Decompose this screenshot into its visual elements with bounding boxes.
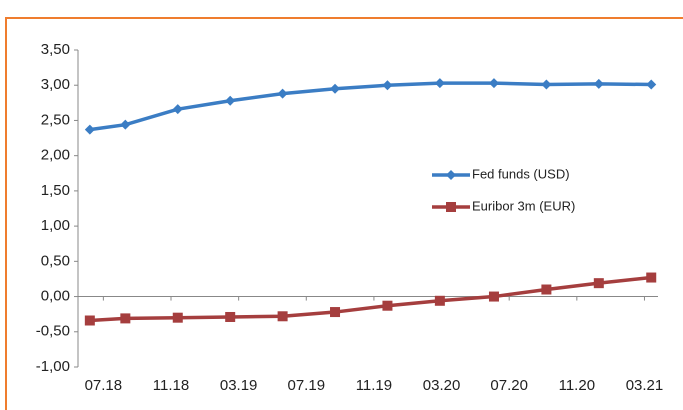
x-tick-label: 07.18 [85,377,123,394]
frame [5,17,683,410]
legend-label: Fed funds (USD) [472,166,570,181]
y-tick-label: 3,00 [41,76,70,93]
data-point [120,119,131,130]
legend-marker [446,202,456,212]
y-tick-label: 0,50 [41,252,70,269]
data-point [382,80,393,91]
x-tick-label: 03.20 [423,377,461,394]
y-tick-label: 3,50 [41,41,70,58]
legend-marker [446,170,456,180]
data-point [330,83,341,94]
y-tick-label: 0,00 [41,288,70,305]
data-point [488,291,499,302]
data-point [646,79,657,90]
y-tick-label: -1,00 [36,358,70,375]
data-point [84,124,95,135]
data-point [225,311,236,322]
data-point [434,78,445,89]
series-line [89,81,652,132]
y-tick-label: -0,50 [36,323,70,340]
x-tick-label: 07.20 [490,377,528,394]
data-point [330,307,341,318]
data-point [541,284,552,295]
x-tick-label: 03.21 [626,377,664,394]
x-tick-label: 11.18 [153,377,189,394]
data-point [172,312,183,323]
data-point [84,315,95,326]
data-point [434,295,445,306]
data-point [120,313,131,324]
data-point [225,95,236,106]
data-point [382,300,393,311]
series-line [89,275,652,323]
y-tick-label: 2,00 [41,147,70,164]
data-point [277,311,288,322]
data-point [593,78,604,89]
x-tick-label: 11.20 [559,377,595,394]
x-tick-label: 03.19 [220,377,258,394]
data-point [488,78,499,89]
data-point [646,272,657,283]
y-tick-label: 2,50 [41,111,70,128]
x-tick-label: 07.19 [288,377,326,394]
x-tick-label: 11.19 [356,377,392,394]
data-point [541,79,552,90]
legend-label: Euribor 3m (EUR) [472,198,575,213]
data-point [277,88,288,99]
data-point [172,104,183,115]
y-tick-label: 1,50 [41,182,70,199]
data-point [593,278,604,289]
y-tick-label: 1,00 [41,217,70,234]
